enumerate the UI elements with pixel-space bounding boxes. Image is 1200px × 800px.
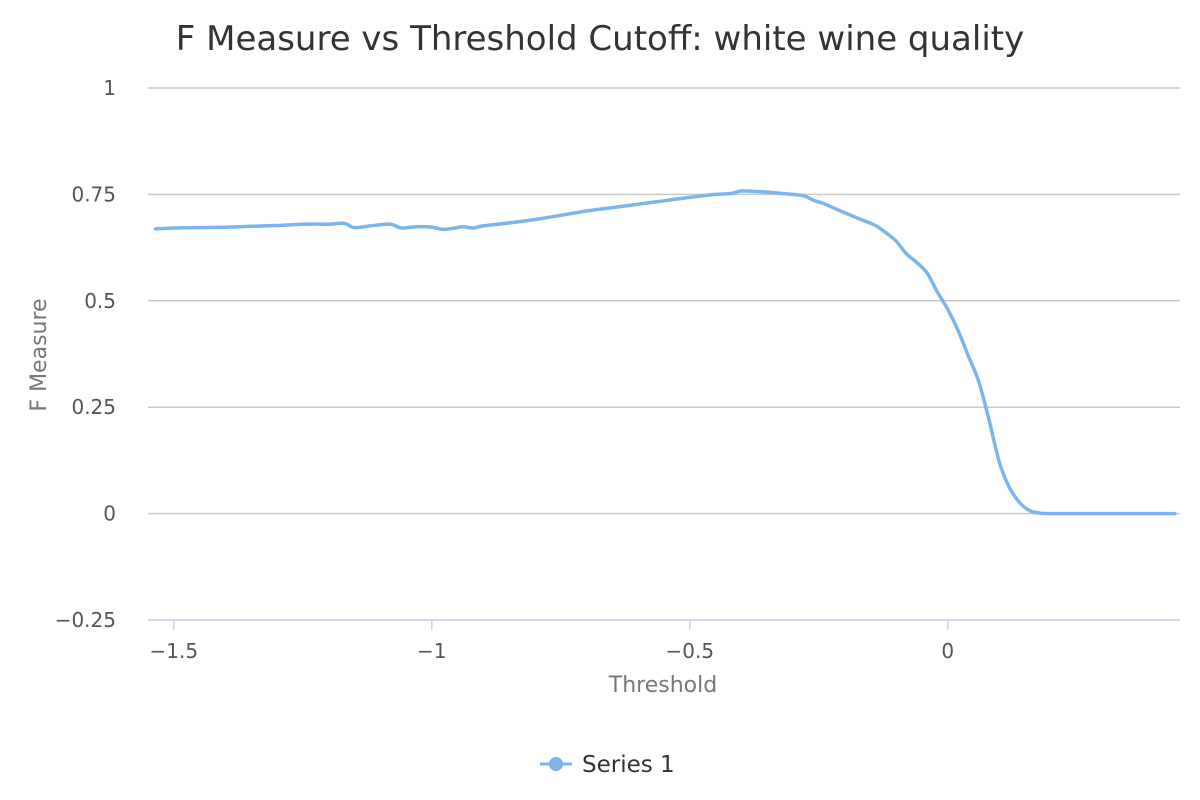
x-axis-title: Threshold [608, 673, 717, 698]
x-tick-label: 0 [941, 639, 954, 663]
x-axis [148, 619, 1180, 630]
y-tick-label: 1 [103, 76, 116, 100]
series-1-line-group [153, 189, 1177, 516]
x-tick-label: −1.5 [150, 639, 199, 663]
y-axis-title: F Measure [27, 298, 52, 411]
y-tick-label: 0.25 [71, 395, 116, 419]
y-tick-label: 0.75 [71, 182, 116, 206]
gridlines [148, 87, 1180, 621]
y-tick-label: −0.25 [55, 608, 116, 632]
legend-series-1-label[interactable]: Series 1 [582, 752, 675, 778]
legend[interactable]: Series 1 [540, 752, 675, 778]
x-tick-label: −0.5 [666, 639, 715, 663]
y-tick-label: 0.5 [84, 289, 116, 313]
series-1-line[interactable] [153, 189, 1177, 516]
x-axis-tick-labels: −1.5 −1 −0.5 0 [150, 639, 955, 663]
chart-title: F Measure vs Threshold Cutoff: white win… [176, 19, 1025, 59]
y-tick-label: 0 [103, 502, 116, 526]
x-tick-label: −1 [417, 639, 446, 663]
y-axis-tick-labels: −0.25 0 0.25 0.5 0.75 1 [55, 76, 116, 632]
legend-series-1-marker [549, 757, 563, 771]
